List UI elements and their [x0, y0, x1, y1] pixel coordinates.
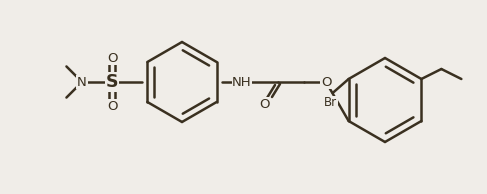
Text: N: N [77, 75, 87, 88]
Text: S: S [106, 73, 118, 91]
Text: NH: NH [232, 75, 252, 88]
Text: Br: Br [324, 96, 337, 109]
Text: O: O [321, 75, 331, 88]
Text: O: O [107, 51, 117, 64]
Text: O: O [107, 100, 117, 113]
Text: O: O [259, 98, 269, 111]
